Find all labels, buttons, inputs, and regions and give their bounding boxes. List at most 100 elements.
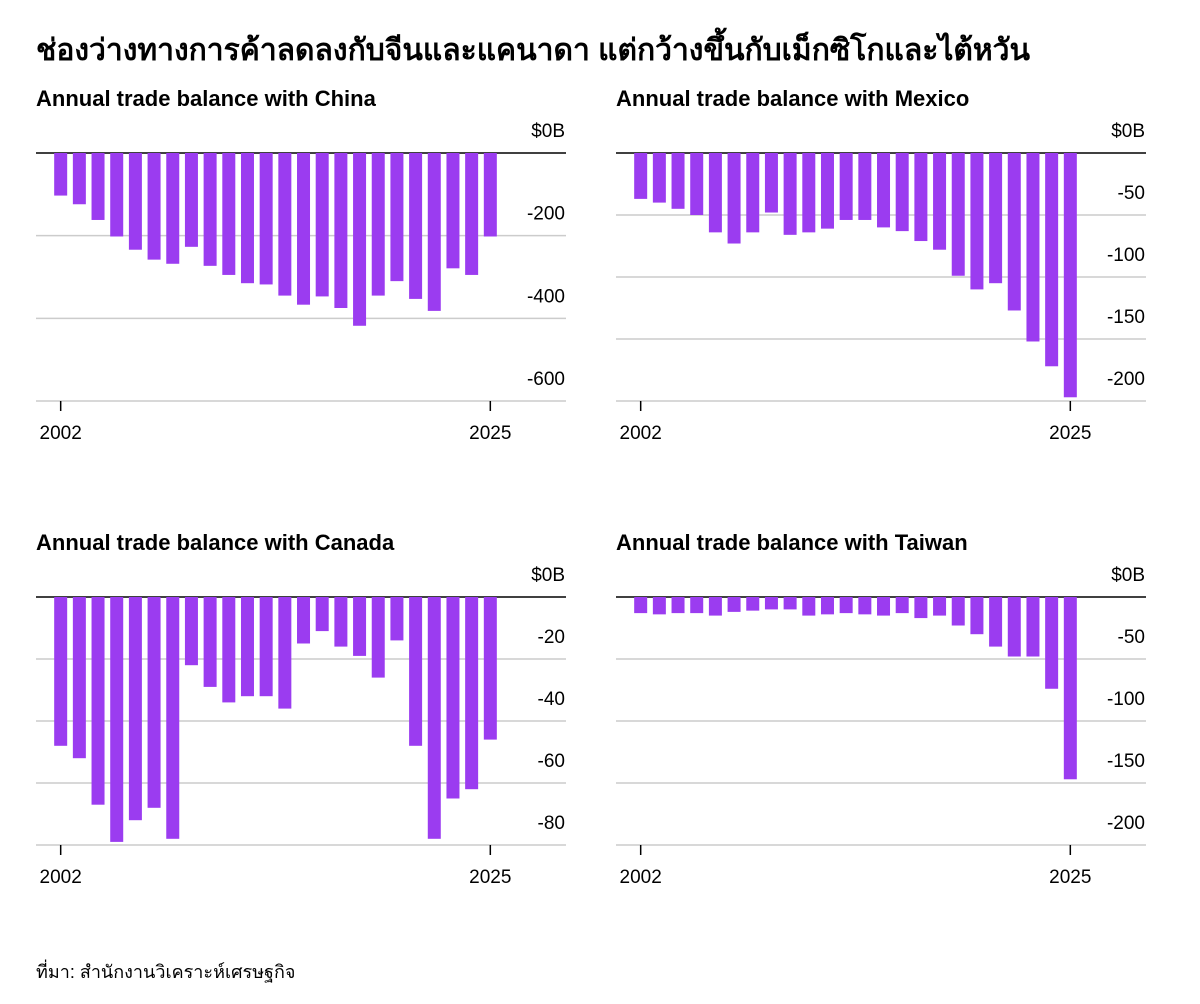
- y-tick-label: -50: [1118, 183, 1145, 204]
- bar: [858, 597, 872, 615]
- bar: [783, 597, 797, 610]
- panel-title: Annual trade balance with Mexico: [616, 86, 969, 111]
- bar: [933, 153, 947, 250]
- bar: [72, 153, 86, 205]
- bar: [951, 597, 965, 626]
- bar: [671, 597, 685, 614]
- bar: [353, 153, 367, 326]
- bar: [91, 153, 105, 220]
- bar: [708, 597, 722, 616]
- bar: [690, 597, 704, 614]
- y-tick-label: -100: [1107, 245, 1145, 266]
- bar: [1007, 597, 1021, 657]
- bar: [951, 153, 965, 276]
- bar: [914, 153, 928, 242]
- bar: [708, 153, 722, 233]
- bar: [203, 597, 217, 687]
- bar: [634, 597, 648, 614]
- bar: [147, 597, 161, 808]
- bar: [203, 153, 217, 266]
- bar: [240, 597, 254, 697]
- bar: [783, 153, 797, 235]
- y-tick-label: -600: [527, 369, 565, 390]
- bar: [371, 597, 385, 678]
- panel-title: Annual trade balance with China: [36, 86, 377, 111]
- bar: [166, 597, 180, 839]
- x-tick-label: 2025: [1049, 867, 1091, 888]
- bar: [483, 153, 497, 237]
- bar: [970, 597, 984, 635]
- bar: [166, 153, 180, 264]
- y-tick-label: -150: [1107, 751, 1145, 772]
- bar: [315, 597, 329, 632]
- bar: [727, 597, 741, 612]
- y-tick-label: $0B: [1111, 565, 1145, 586]
- bar: [409, 153, 423, 299]
- bar: [1063, 597, 1077, 780]
- bar: [222, 153, 236, 275]
- y-tick-label: -200: [1107, 813, 1145, 834]
- x-tick-label: 2025: [469, 423, 511, 444]
- bar: [278, 597, 292, 709]
- bar: [764, 597, 778, 610]
- bar: [259, 153, 273, 285]
- y-tick-label: -60: [538, 751, 565, 772]
- bar: [839, 153, 853, 220]
- bar: [240, 153, 254, 284]
- bar: [259, 597, 273, 697]
- bar: [427, 153, 441, 311]
- bar: [802, 597, 816, 616]
- bar: [746, 597, 760, 611]
- bar: [446, 153, 460, 269]
- bar: [970, 153, 984, 290]
- bar: [839, 597, 853, 614]
- bar: [465, 597, 479, 790]
- bar: [334, 597, 348, 647]
- bar: [671, 153, 685, 209]
- bar: [147, 153, 161, 260]
- bar: [1045, 153, 1059, 367]
- bar: [914, 597, 928, 619]
- x-tick-label: 2025: [1049, 423, 1091, 444]
- bar: [1026, 153, 1040, 342]
- bar: [690, 153, 704, 215]
- bar: [820, 153, 834, 229]
- y-tick-label: -200: [1107, 369, 1145, 390]
- bar: [222, 597, 236, 703]
- bar: [483, 597, 497, 740]
- bar: [858, 153, 872, 220]
- bar: [989, 153, 1003, 284]
- bar: [1026, 597, 1040, 657]
- bar: [634, 153, 648, 199]
- x-tick-label: 2002: [40, 423, 82, 444]
- bar: [877, 597, 891, 616]
- bar: [334, 153, 348, 308]
- bar: [371, 153, 385, 296]
- source-note: ที่มา: สำนักงานวิเคราะห์เศรษฐกิจ: [36, 959, 295, 983]
- bar: [297, 597, 311, 644]
- x-tick-label: 2025: [469, 867, 511, 888]
- bar: [933, 597, 947, 616]
- bar: [1045, 597, 1059, 689]
- bar: [727, 153, 741, 244]
- bar: [315, 153, 329, 297]
- bar: [54, 153, 68, 196]
- bar: [128, 597, 142, 821]
- bar: [820, 597, 834, 615]
- bar: [409, 597, 423, 746]
- bar: [877, 153, 891, 228]
- bar: [110, 597, 124, 842]
- y-tick-label: -40: [538, 689, 565, 710]
- y-tick-label: -80: [538, 813, 565, 834]
- bar: [746, 153, 760, 233]
- bar: [390, 597, 404, 641]
- y-tick-label: -20: [538, 627, 565, 648]
- panel-title: Annual trade balance with Canada: [36, 530, 395, 555]
- bar: [128, 153, 142, 250]
- bar: [1007, 153, 1021, 311]
- y-tick-label: $0B: [1111, 121, 1145, 142]
- y-tick-label: $0B: [531, 565, 565, 586]
- x-tick-label: 2002: [40, 867, 82, 888]
- bar: [652, 597, 666, 615]
